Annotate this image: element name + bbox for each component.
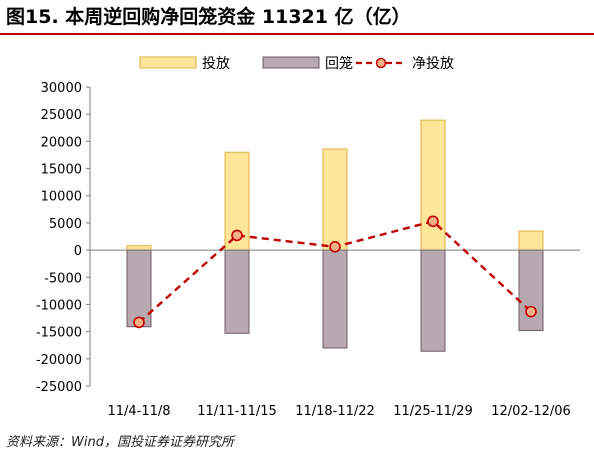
y-tick-label: 5000	[49, 217, 82, 232]
y-tick-label: 30000	[41, 81, 82, 96]
bar-invest	[126, 245, 152, 251]
y-tick-label: -25000	[36, 380, 82, 395]
y-tick-label: 20000	[41, 135, 82, 150]
x-tick-label: 11/11-11/15	[197, 404, 277, 419]
net-point	[133, 316, 145, 329]
y-tick-label: 25000	[41, 108, 82, 123]
x-tick-label: 11/18-11/22	[295, 404, 375, 419]
legend-label-net: 净投放	[412, 56, 454, 72]
net-point	[427, 215, 439, 228]
bar-invest	[420, 119, 446, 251]
bar-invest	[322, 148, 348, 251]
bar-recall	[518, 249, 544, 332]
chart: 投放 回笼 净投放 30000 25000 20000 15000 10000 5000 0 -50…	[36, 55, 580, 419]
legend-label-recall: 回笼	[325, 55, 353, 72]
y-tick-label: -15000	[36, 326, 82, 341]
legend-swatch-invest	[139, 56, 197, 69]
y-tick-label: -20000	[36, 353, 82, 368]
y-tick-label: -5000	[44, 271, 82, 286]
legend-label-invest: 投放	[202, 56, 230, 72]
bar-invest	[518, 230, 544, 251]
y-tick-label: 0	[74, 244, 82, 259]
bar-recall	[420, 249, 446, 352]
bar-recall	[126, 249, 152, 328]
title-divider	[0, 33, 594, 35]
bar-recall	[224, 249, 250, 334]
bar-recall	[322, 249, 348, 349]
y-tick-label: 10000	[41, 190, 82, 205]
legend-swatch-recall	[262, 56, 320, 69]
x-tick-label: 12/02-12/06	[491, 404, 571, 419]
y-tick-label: -10000	[36, 298, 82, 313]
chart-title: 图15. 本周逆回购净回笼资金 11321 亿（亿）	[6, 6, 411, 28]
x-tick-label: 11/25-11/29	[393, 404, 473, 419]
net-point	[329, 241, 341, 253]
net-point	[525, 305, 537, 318]
source-note: 资料来源：Wind，国投证券证券研究所	[6, 435, 234, 450]
legend-marker-net	[375, 57, 387, 69]
y-tick-label: 15000	[41, 163, 82, 178]
x-tick-label: 11/4-11/8	[107, 404, 170, 419]
net-point	[231, 229, 243, 242]
